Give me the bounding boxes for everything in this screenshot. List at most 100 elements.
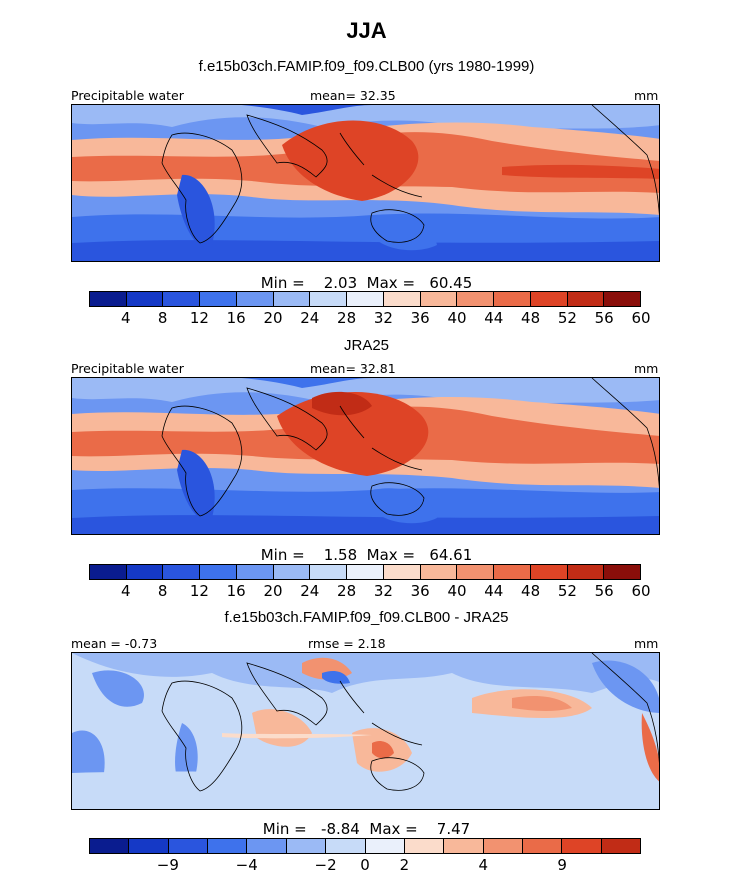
colorbar-tick-label: 0 <box>360 856 370 874</box>
colorbar-tick-label: 2 <box>399 856 410 874</box>
colorbar-swatch <box>200 292 237 306</box>
colorbar-tick-label: −4 <box>235 856 258 874</box>
colorbar-swatch <box>567 565 605 579</box>
colorbar-swatch <box>601 839 641 853</box>
colorbar-swatch <box>163 565 201 579</box>
panel3-mean-label: mean = -0.73 <box>71 636 158 651</box>
colorbar-tick-label: 48 <box>521 582 541 600</box>
colorbar-tick-label: 48 <box>521 309 541 327</box>
colorbar-swatch <box>90 839 130 853</box>
colorbar-swatch <box>420 565 458 579</box>
colorbar-tick-label: 52 <box>557 582 577 600</box>
panel1-minmax: Min = 2.03 Max = 60.45 <box>260 274 473 292</box>
colorbar-swatch <box>365 839 405 853</box>
colorbar-tick-label: 56 <box>594 582 614 600</box>
colorbar-swatch <box>273 565 311 579</box>
panel3-rmse-label: rmse = 2.18 <box>308 636 386 651</box>
colorbar-swatch <box>168 839 209 853</box>
panel1-variable-label: Precipitable water <box>71 88 184 103</box>
panel3-units-label: mm <box>634 636 659 651</box>
colorbar-tick-label: 28 <box>337 582 357 600</box>
colorbar-swatch <box>273 292 311 306</box>
panel3-map <box>71 652 660 810</box>
colorbar-swatch <box>522 839 563 853</box>
colorbar-swatch <box>483 839 523 853</box>
colorbar-swatch <box>163 292 201 306</box>
panel2-colorbar-ticks: 4 8 12 16 20 24 28 32 36 40 44 48 52 56 60 <box>89 582 651 600</box>
colorbar-swatch <box>420 292 458 306</box>
colorbar-tick-label: 28 <box>337 309 357 327</box>
colorbar-tick-label: −2 <box>314 856 337 874</box>
panel2-subtitle: JRA25 <box>343 337 390 354</box>
panel2-map <box>71 377 660 535</box>
panel2-variable-label: Precipitable water <box>71 361 184 376</box>
colorbar-tick-label: 16 <box>226 309 246 327</box>
colorbar-swatch <box>530 565 568 579</box>
colorbar-tick-label: 4 <box>121 582 131 600</box>
colorbar-tick-label: 56 <box>594 309 614 327</box>
colorbar-swatch <box>310 292 348 306</box>
colorbar-swatch <box>90 292 127 306</box>
colorbar-swatch <box>310 565 348 579</box>
colorbar-tick-label: 24 <box>300 309 320 327</box>
colorbar-tick-label: 9 <box>557 856 567 874</box>
colorbar-swatch <box>326 839 366 853</box>
colorbar-tick-label: 20 <box>263 309 283 327</box>
panel1-colorbar <box>89 291 641 307</box>
colorbar-tick-label: 4 <box>121 309 131 327</box>
colorbar-tick-label: 12 <box>189 582 209 600</box>
panel1-mean-label: mean= 32.35 <box>310 88 396 103</box>
colorbar-tick-label: 36 <box>410 582 430 600</box>
colorbar-tick-label: 40 <box>447 309 467 327</box>
colorbar-tick-label: 44 <box>484 582 504 600</box>
colorbar-swatch <box>457 565 495 579</box>
colorbar-tick-label: 12 <box>189 309 209 327</box>
panel3-colorbar <box>89 838 641 854</box>
colorbar-swatch <box>404 839 445 853</box>
colorbar-swatch <box>604 565 641 579</box>
colorbar-tick-label: 32 <box>373 309 393 327</box>
colorbar-swatch <box>347 565 384 579</box>
panel2-colorbar <box>89 564 641 580</box>
colorbar-swatch <box>604 292 641 306</box>
panel1-map <box>71 104 660 262</box>
panel1-subtitle: f.e15b03ch.FAMIP.f09_f09.CLB00 (yrs 1980… <box>198 58 535 75</box>
colorbar-swatch <box>126 565 164 579</box>
panel3-subtitle: f.e15b03ch.FAMIP.f09_f09.CLB00 - JRA25 <box>224 609 509 626</box>
colorbar-swatch <box>126 292 164 306</box>
colorbar-swatch <box>383 292 421 306</box>
colorbar-tick-label: 24 <box>300 582 320 600</box>
colorbar-swatch <box>129 839 169 853</box>
colorbar-swatch <box>562 839 602 853</box>
colorbar-tick-label: 60 <box>631 582 651 600</box>
colorbar-tick-label: 40 <box>447 582 467 600</box>
panel3-minmax: Min = -8.84 Max = 7.47 <box>262 820 471 838</box>
panel2-units-label: mm <box>634 361 659 376</box>
colorbar-tick-label: 16 <box>226 582 246 600</box>
colorbar-swatch <box>236 565 274 579</box>
colorbar-tick-label: 4 <box>478 856 489 874</box>
colorbar-tick-label: −9 <box>156 856 179 874</box>
colorbar-swatch <box>567 292 605 306</box>
colorbar-swatch <box>530 292 568 306</box>
colorbar-tick-label: 52 <box>557 309 577 327</box>
colorbar-swatch <box>347 292 384 306</box>
colorbar-tick-label: 44 <box>484 309 504 327</box>
panel1-colorbar-ticks: 4 8 12 16 20 24 28 32 36 40 44 48 52 56 60 <box>89 309 651 327</box>
colorbar-swatch <box>90 565 127 579</box>
panel2-minmax: Min = 1.58 Max = 64.61 <box>260 546 473 564</box>
colorbar-swatch <box>247 839 287 853</box>
colorbar-tick-label: 60 <box>631 309 651 327</box>
figure-title: JJA <box>346 18 387 43</box>
colorbar-tick-label: 20 <box>263 582 283 600</box>
colorbar-swatch <box>494 565 531 579</box>
colorbar-swatch <box>457 292 495 306</box>
colorbar-tick-label: 8 <box>157 582 168 600</box>
colorbar-tick-label: 32 <box>373 582 393 600</box>
panel3-colorbar-ticks: −9 −4 −2 0 2 4 9 <box>89 856 641 874</box>
panel2-mean-label: mean= 32.81 <box>310 361 396 376</box>
colorbar-swatch <box>286 839 327 853</box>
colorbar-tick-label: 8 <box>157 309 168 327</box>
colorbar-swatch <box>208 839 248 853</box>
colorbar-swatch <box>200 565 237 579</box>
